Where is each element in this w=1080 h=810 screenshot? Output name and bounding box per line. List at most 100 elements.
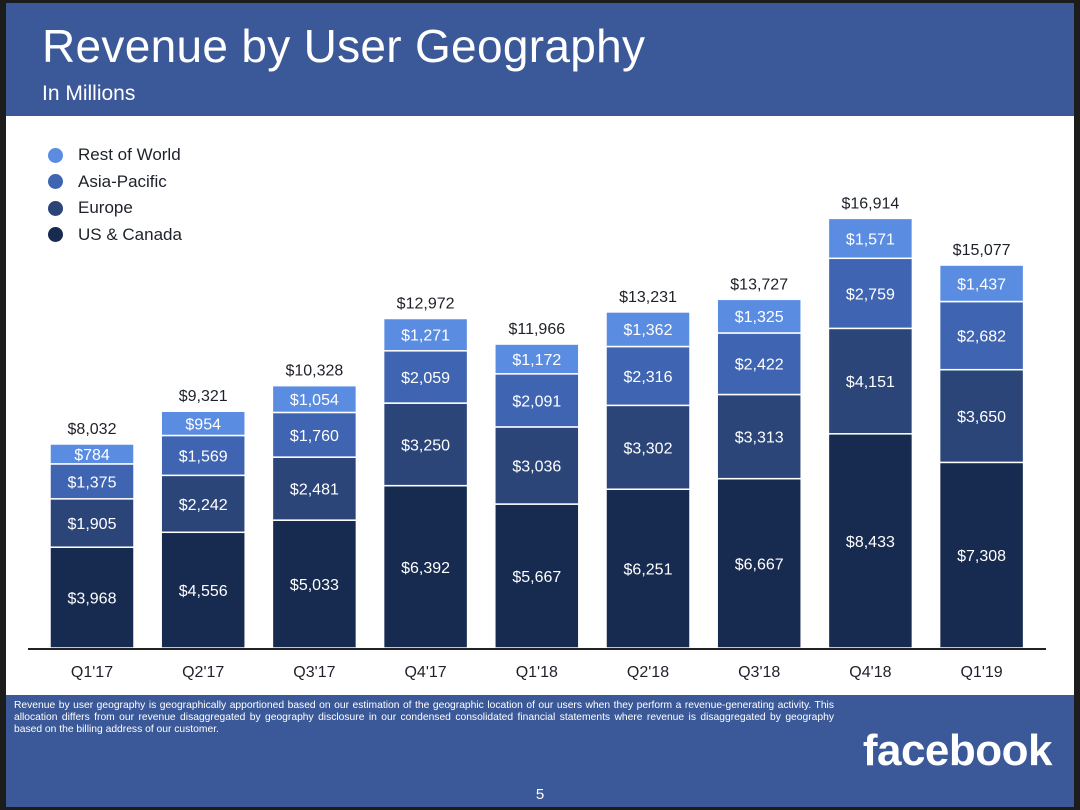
bar-asia-pacific-q1-17	[49, 463, 135, 500]
total-label: $13,231	[619, 289, 677, 306]
bar-asia-pacific-q3-18	[716, 332, 802, 396]
data-label: $7,308	[957, 548, 1006, 565]
total-label: $9,321	[179, 388, 228, 405]
data-label: $1,325	[735, 309, 784, 326]
data-label: $3,968	[68, 591, 117, 608]
bar-rest-of-world-q1-18	[494, 343, 580, 375]
bar-us-and-canada-q1-19	[938, 461, 1025, 649]
footnote: Revenue by user geography is geographica…	[14, 700, 834, 735]
total-label: $11,966	[508, 321, 565, 338]
legend-swatch	[48, 147, 63, 163]
bar-rest-of-world-q4-17	[382, 317, 469, 352]
bar-rest-of-world-q1-19	[938, 264, 1025, 303]
bar-rest-of-world-q3-18	[716, 298, 802, 334]
legend-label: Rest of World	[78, 145, 181, 165]
data-label: $3,302	[624, 440, 673, 457]
data-label: $2,091	[512, 393, 561, 410]
bar-europe-q3-18	[716, 393, 802, 480]
data-label: $2,759	[846, 286, 895, 303]
data-label: $5,667	[512, 569, 561, 586]
bar-rest-of-world-q4-18	[827, 217, 914, 260]
x-tick-label: Q2'18	[627, 664, 669, 681]
legend-label: Europe	[78, 198, 133, 218]
legend-item-us-and-canada: US & Canada	[48, 222, 182, 249]
data-label: $3,250	[401, 437, 450, 454]
data-label: $3,650	[957, 409, 1006, 426]
data-label: $1,905	[68, 516, 117, 533]
bar-rest-of-world-q3-17	[271, 384, 358, 414]
bar-us-and-canada-q1-18	[494, 503, 580, 649]
data-label: $1,362	[624, 322, 673, 339]
legend-swatch	[48, 174, 63, 190]
total-label: $15,077	[953, 242, 1011, 259]
data-label: $4,151	[846, 374, 895, 391]
bar-asia-pacific-q3-17	[271, 411, 358, 458]
bar-europe-q1-18	[494, 426, 580, 505]
data-label: $3,313	[735, 430, 784, 447]
data-label: $1,569	[179, 448, 228, 465]
bar-europe-q4-17	[382, 402, 469, 487]
total-label: $10,328	[285, 363, 343, 380]
data-label: $2,242	[179, 497, 228, 514]
data-label: $1,172	[512, 352, 561, 369]
slide: Revenue by User Geography In Millions $3…	[6, 3, 1074, 807]
total-label: $8,032	[68, 421, 117, 438]
bar-asia-pacific-q2-18	[605, 345, 691, 407]
bar-asia-pacific-q2-17	[160, 434, 246, 477]
data-label: $5,033	[290, 577, 339, 594]
bar-asia-pacific-q1-19	[938, 300, 1025, 371]
legend-item-europe: Europe	[48, 195, 182, 222]
chart-legend: Rest of World Asia-Pacific Europe US & Cana…	[48, 142, 182, 248]
data-label: $6,667	[735, 556, 784, 573]
x-tick-label: Q1'17	[71, 664, 113, 681]
bar-us-and-canada-q1-17	[49, 546, 135, 649]
page-subtitle: In Millions	[42, 82, 136, 105]
bar-rest-of-world-q2-17	[160, 410, 246, 437]
data-label: $954	[185, 416, 221, 433]
x-tick-label: Q1'19	[960, 664, 1002, 681]
bar-asia-pacific-q4-18	[827, 257, 914, 330]
bar-us-and-canada-q4-18	[827, 433, 914, 649]
bar-rest-of-world-q2-18	[605, 311, 691, 348]
revenue-chart: $3,968 $1,905 $1,375 $784 $8,032 Q1'17 $4,556 $…	[28, 195, 1046, 681]
data-label: $6,251	[624, 562, 673, 579]
data-label: $2,059	[401, 370, 450, 387]
data-label: $1,571	[846, 231, 895, 248]
data-label: $1,271	[401, 328, 450, 345]
page-number: 5	[535, 786, 545, 803]
legend-swatch	[48, 200, 63, 216]
bar-europe-q2-17	[160, 474, 246, 534]
total-label: $16,914	[841, 195, 899, 212]
bar-us-and-canada-q3-18	[716, 477, 802, 649]
data-label: $1,437	[957, 276, 1006, 293]
bar-rest-of-world-q1-17	[49, 443, 135, 465]
bar-asia-pacific-q1-18	[494, 373, 580, 428]
bar-us-and-canada-q4-17	[382, 484, 469, 649]
x-tick-label: Q2'17	[182, 664, 224, 681]
bar-europe-q4-18	[827, 327, 914, 435]
data-label: $2,682	[957, 329, 1006, 346]
data-label: $2,422	[735, 357, 784, 374]
total-label: $13,727	[730, 276, 788, 293]
x-tick-label: Q4'18	[849, 664, 891, 681]
x-tick-label: Q1'18	[516, 664, 558, 681]
data-label: $4,556	[179, 583, 228, 600]
legend-item-rest-of-world: Rest of World	[48, 142, 182, 169]
data-label: $3,036	[512, 459, 561, 476]
x-tick-label: Q3'17	[293, 664, 335, 681]
bar-asia-pacific-q4-17	[382, 350, 469, 404]
x-tick-label: Q3'18	[738, 664, 780, 681]
data-label: $1,054	[290, 392, 339, 409]
bar-us-and-canada-q2-18	[605, 488, 691, 649]
data-label: $1,375	[68, 474, 117, 491]
page-title: Revenue by User Geography	[42, 20, 646, 72]
data-label: $2,481	[290, 482, 339, 499]
legend-item-asia-pacific: Asia-Pacific	[48, 169, 182, 196]
legend-label: Asia-Pacific	[78, 171, 167, 191]
legend-swatch	[48, 227, 63, 243]
data-label: $1,760	[290, 428, 339, 445]
data-label: $2,316	[624, 369, 673, 386]
data-label: $6,392	[401, 560, 450, 577]
bar-us-and-canada-q3-17	[271, 519, 358, 649]
total-label: $12,972	[397, 296, 455, 313]
